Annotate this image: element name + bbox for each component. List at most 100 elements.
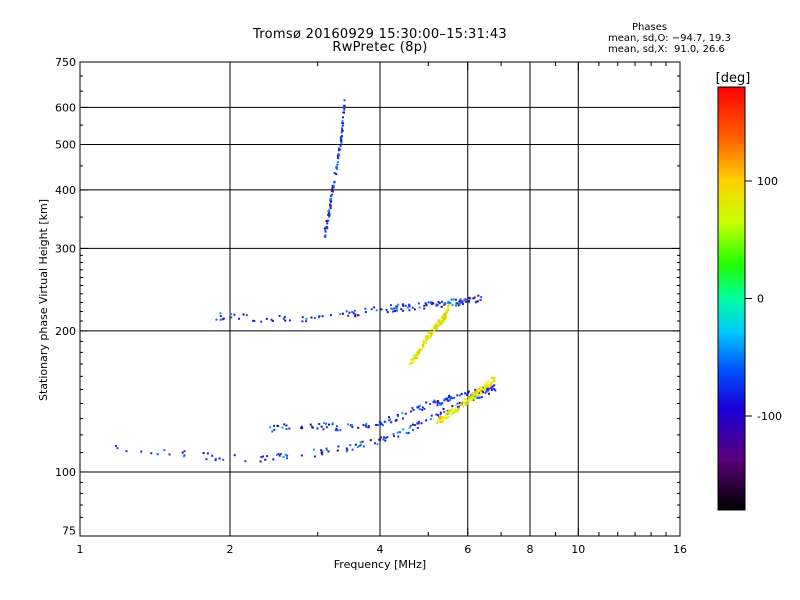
data-point bbox=[339, 136, 342, 139]
data-point bbox=[326, 448, 329, 451]
data-point bbox=[446, 306, 449, 309]
data-point bbox=[305, 317, 308, 320]
data-point bbox=[336, 161, 339, 164]
data-point bbox=[434, 401, 437, 404]
data-point bbox=[214, 459, 217, 462]
data-point bbox=[332, 186, 335, 189]
data-point bbox=[380, 423, 383, 426]
data-point bbox=[426, 334, 429, 337]
data-point bbox=[301, 320, 304, 323]
data-point bbox=[354, 443, 357, 446]
data-point bbox=[323, 422, 326, 425]
data-point bbox=[397, 415, 400, 418]
data-point bbox=[339, 429, 342, 432]
data-point bbox=[429, 402, 432, 405]
data-point bbox=[416, 353, 419, 356]
data-point bbox=[348, 311, 351, 314]
data-point bbox=[449, 409, 452, 412]
data-point bbox=[396, 413, 399, 416]
data-point bbox=[326, 227, 329, 230]
data-point bbox=[455, 302, 458, 305]
data-point bbox=[418, 306, 421, 309]
data-point bbox=[321, 450, 324, 453]
data-point bbox=[454, 404, 457, 407]
data-point bbox=[384, 420, 387, 423]
data-point bbox=[328, 203, 331, 206]
data-point bbox=[455, 410, 458, 413]
data-point bbox=[272, 458, 275, 461]
data-point bbox=[491, 385, 494, 388]
data-point bbox=[325, 422, 328, 425]
data-point bbox=[378, 420, 381, 423]
data-point bbox=[382, 438, 385, 441]
data-point bbox=[284, 453, 287, 456]
data-point bbox=[277, 453, 280, 456]
data-point bbox=[408, 303, 411, 306]
data-point bbox=[342, 111, 345, 114]
data-point bbox=[455, 407, 458, 410]
data-point bbox=[340, 142, 343, 145]
data-point bbox=[416, 406, 419, 409]
data-point bbox=[443, 317, 446, 320]
data-point bbox=[486, 386, 489, 389]
data-point bbox=[475, 392, 478, 395]
data-point bbox=[283, 423, 286, 426]
data-point bbox=[400, 308, 403, 311]
data-point bbox=[420, 422, 423, 425]
data-point bbox=[429, 331, 432, 334]
data-point bbox=[326, 226, 329, 229]
data-point bbox=[432, 326, 435, 329]
data-point bbox=[485, 385, 488, 388]
data-point bbox=[437, 300, 440, 303]
y-tick-labels: 75 100 200 300 400 500 600 750 bbox=[55, 56, 76, 538]
data-point bbox=[401, 411, 404, 414]
data-point bbox=[340, 131, 343, 134]
data-point bbox=[491, 380, 494, 383]
data-point bbox=[150, 452, 153, 455]
data-point bbox=[334, 429, 337, 432]
data-point bbox=[444, 302, 447, 305]
stats-x-mode: mean, sd,X: 91.0, 26.6 bbox=[608, 44, 725, 55]
data-point bbox=[456, 394, 459, 397]
data-point bbox=[340, 140, 343, 143]
data-point bbox=[476, 389, 479, 392]
data-point bbox=[305, 320, 308, 323]
data-point bbox=[490, 381, 493, 384]
data-point bbox=[345, 447, 348, 450]
data-point bbox=[345, 450, 348, 453]
data-point bbox=[364, 307, 367, 310]
data-point bbox=[430, 327, 433, 330]
data-point bbox=[395, 307, 398, 310]
data-point bbox=[475, 390, 478, 393]
data-point bbox=[324, 234, 327, 237]
data-point bbox=[320, 425, 323, 428]
x-tick-label: 10 bbox=[571, 543, 585, 556]
data-point bbox=[219, 318, 222, 321]
data-point bbox=[260, 456, 263, 459]
data-point bbox=[219, 315, 222, 318]
data-point bbox=[421, 408, 424, 411]
data-point bbox=[342, 116, 345, 119]
data-point bbox=[285, 428, 288, 431]
data-point bbox=[439, 323, 442, 326]
data-point bbox=[336, 154, 339, 157]
data-point bbox=[432, 400, 435, 403]
data-point bbox=[330, 193, 333, 196]
data-point bbox=[300, 454, 303, 457]
data-point bbox=[436, 404, 439, 407]
data-point bbox=[373, 442, 376, 445]
data-point bbox=[339, 145, 342, 148]
data-point bbox=[365, 422, 368, 425]
data-point bbox=[388, 416, 391, 419]
data-point bbox=[415, 357, 418, 360]
data-point bbox=[333, 180, 336, 183]
data-point bbox=[373, 306, 376, 309]
data-point bbox=[395, 418, 398, 421]
data-point bbox=[383, 436, 386, 439]
data-point bbox=[390, 421, 393, 424]
data-point bbox=[442, 408, 445, 411]
data-point bbox=[481, 388, 484, 391]
data-point bbox=[300, 425, 303, 428]
data-point bbox=[456, 405, 459, 408]
data-point bbox=[331, 422, 334, 425]
